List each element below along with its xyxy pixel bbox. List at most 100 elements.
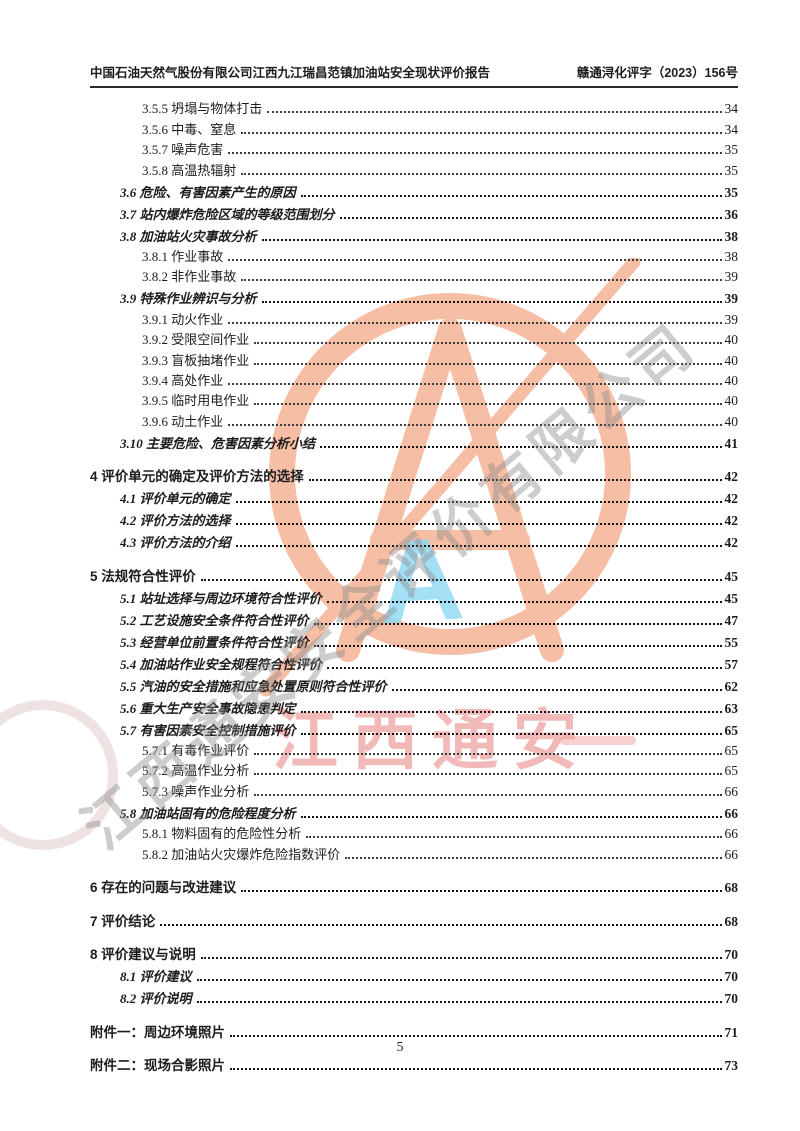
toc-dotted-leader: [391, 688, 722, 691]
toc-dotted-leader: [313, 644, 722, 647]
toc-entry-label: 5.6 重大生产安全事故隐患判定: [120, 700, 296, 716]
toc-entry-label: 3.9.6 动土作业: [142, 413, 224, 429]
toc-entry: 5.7 有害因素安全控制措施评价 65: [90, 717, 738, 739]
toc-entry-page: 55: [724, 634, 739, 650]
toc-entry-page: 68: [724, 880, 739, 896]
toc-entry: 3.9.1 动火作业 39: [90, 307, 738, 327]
toc-dotted-leader: [235, 501, 722, 504]
toc-entry: 3.5.7 噪声危害 35: [90, 138, 738, 158]
toc-dotted-leader: [235, 545, 722, 548]
toc-entry-page: 66: [724, 846, 739, 862]
toc-entry-page: 36: [724, 206, 739, 222]
toc-entry-label: 3.10 主要危险、危害因素分析小结: [120, 435, 316, 451]
toc-entry: 5.6 重大生产安全事故隐患判定 63: [90, 695, 738, 717]
toc-entry: 3.5.5 坍塌与物体打击 34: [90, 97, 738, 117]
toc-entry-page: 38: [724, 228, 739, 244]
toc-entry-page: 70: [724, 947, 739, 963]
toc-entry-page: 34: [724, 101, 739, 117]
toc-dotted-leader: [320, 445, 722, 448]
toc-dotted-leader: [326, 666, 722, 669]
toc-entry-label: 5.8.2 加油站火灾爆炸危险指数评价: [142, 846, 341, 862]
toc-entry-page: 45: [724, 568, 739, 584]
page-header: 中国石油天然气股份有限公司江西九江瑞昌范镇加油站安全现状评价报告 赣通浔化评字（…: [90, 62, 738, 88]
toc-dotted-leader: [228, 152, 722, 155]
toc-entry-page: 45: [724, 590, 739, 606]
toc-entry-label: 5.7.3 噪声作业分析: [142, 783, 250, 799]
toc-dotted-leader: [241, 131, 722, 134]
toc-entry-label: 3.5.7 噪声危害: [142, 142, 224, 158]
toc-entry: 5.2 工艺设施安全条件符合性评价 47: [90, 607, 738, 629]
toc-entry-label: 5.5 汽油的安全措施和应急处置原则符合性评价: [120, 678, 387, 694]
toc-dotted-leader: [300, 194, 722, 197]
toc-dotted-leader: [228, 382, 722, 385]
toc-entry: 4.2 评价方法的选择 42: [90, 507, 738, 529]
toc-entry: 5 法规符合性评价 45: [90, 562, 738, 585]
toc-dotted-leader: [235, 523, 722, 526]
toc-entry-page: 65: [724, 763, 739, 779]
toc-dotted-leader: [196, 979, 722, 982]
toc-entry-page: 71: [724, 1024, 739, 1040]
toc-entry: 8 评价建议与说明 70: [90, 941, 738, 964]
toc-entry: 5.7.3 噪声作业分析 66: [90, 779, 738, 799]
toc-entry: 3.7 站内爆炸危险区域的等级范围划分 36: [90, 201, 738, 223]
toc-entry: 3.10 主要危险、危害因素分析小结 41: [90, 430, 738, 452]
toc-dotted-leader: [230, 1034, 722, 1037]
toc-entry-page: 70: [724, 991, 739, 1007]
toc-entry: 3.9.3 盲板抽堵作业 40: [90, 348, 738, 368]
toc-entry: 3.6 危险、有害因素产生的原因 35: [90, 179, 738, 201]
toc-entry: 5.7.1 有毒作业评价 65: [90, 739, 738, 759]
toc-dotted-leader: [200, 957, 722, 960]
toc-entry: 3.9.6 动土作业 40: [90, 409, 738, 429]
toc-dotted-leader: [254, 793, 722, 796]
toc-entry-label: 5.7.2 高温作业分析: [142, 763, 250, 779]
toc-entry-page: 42: [724, 513, 739, 529]
toc-entry-page: 40: [724, 413, 739, 429]
toc-dotted-leader: [160, 923, 722, 926]
toc-entry: 3.9.2 受限空间作业 40: [90, 328, 738, 348]
toc-entry-label: 8 评价建议与说明: [90, 947, 196, 963]
toc-entry-page: 39: [724, 311, 739, 327]
toc-dotted-leader: [228, 321, 722, 324]
toc-entry-page: 40: [724, 352, 739, 368]
toc-entry: 5.4 加油站作业安全规程符合性评价 57: [90, 651, 738, 673]
toc-dotted-leader: [261, 238, 722, 241]
toc-entry-label: 4 评价单元的确定及评价方法的选择: [90, 469, 304, 485]
toc-entry: 3.5.8 高温热辐射 35: [90, 158, 738, 178]
toc-entry-label: 5.7.1 有毒作业评价: [142, 743, 250, 759]
toc-entry-page: 40: [724, 393, 739, 409]
toc-dotted-leader: [254, 773, 722, 776]
toc-entry-label: 3.9 特殊作业辨识与分析: [120, 291, 257, 307]
toc-entry: 7 评价结论 68: [90, 907, 738, 930]
toc-entry-label: 5.4 加油站作业安全规程符合性评价: [120, 656, 322, 672]
toc-entry-page: 62: [724, 678, 739, 694]
toc-dotted-leader: [200, 578, 722, 581]
toc-entry-page: 73: [724, 1058, 739, 1074]
toc-entry-page: 57: [724, 656, 739, 672]
toc-entry: 附件二：现场合影照片 73: [90, 1052, 738, 1075]
toc-entry-page: 39: [724, 269, 739, 285]
toc-dotted-leader: [241, 279, 722, 282]
toc-entry-label: 3.9.4 高处作业: [142, 372, 224, 388]
toc-entry-label: 6 存在的问题与改进建议: [90, 880, 237, 896]
toc-entry-label: 5 法规符合性评价: [90, 568, 196, 584]
toc-entry-page: 65: [724, 722, 739, 738]
toc-entry: 3.9.5 临时用电作业 40: [90, 389, 738, 409]
toc-dotted-leader: [228, 258, 722, 261]
toc-dotted-leader: [261, 301, 722, 304]
toc-entry-label: 4.1 评价单元的确定: [120, 491, 231, 507]
toc-entry-label: 5.7 有害因素安全控制措施评价: [120, 722, 296, 738]
toc-entry: 8.2 评价说明 70: [90, 985, 738, 1007]
toc-entry-page: 70: [724, 969, 739, 985]
toc-dotted-leader: [300, 815, 722, 818]
toc-entry-label: 3.5.5 坍塌与物体打击: [142, 101, 263, 117]
toc-entry-label: 3.8.1 作业事故: [142, 248, 224, 264]
toc-entry-label: 3.9.3 盲板抽堵作业: [142, 352, 250, 368]
toc-entry: 3.8.1 作业事故 38: [90, 245, 738, 265]
toc-dotted-leader: [300, 732, 722, 735]
toc-entry-label: 3.8 加油站火灾事故分析: [120, 228, 257, 244]
toc-entry-page: 47: [724, 612, 739, 628]
toc-entry: 3.5.6 中毒、窒息 34: [90, 117, 738, 137]
toc-entry-label: 5.2 工艺设施安全条件符合性评价: [120, 612, 309, 628]
toc-entry: 8.1 评价建议 70: [90, 963, 738, 985]
